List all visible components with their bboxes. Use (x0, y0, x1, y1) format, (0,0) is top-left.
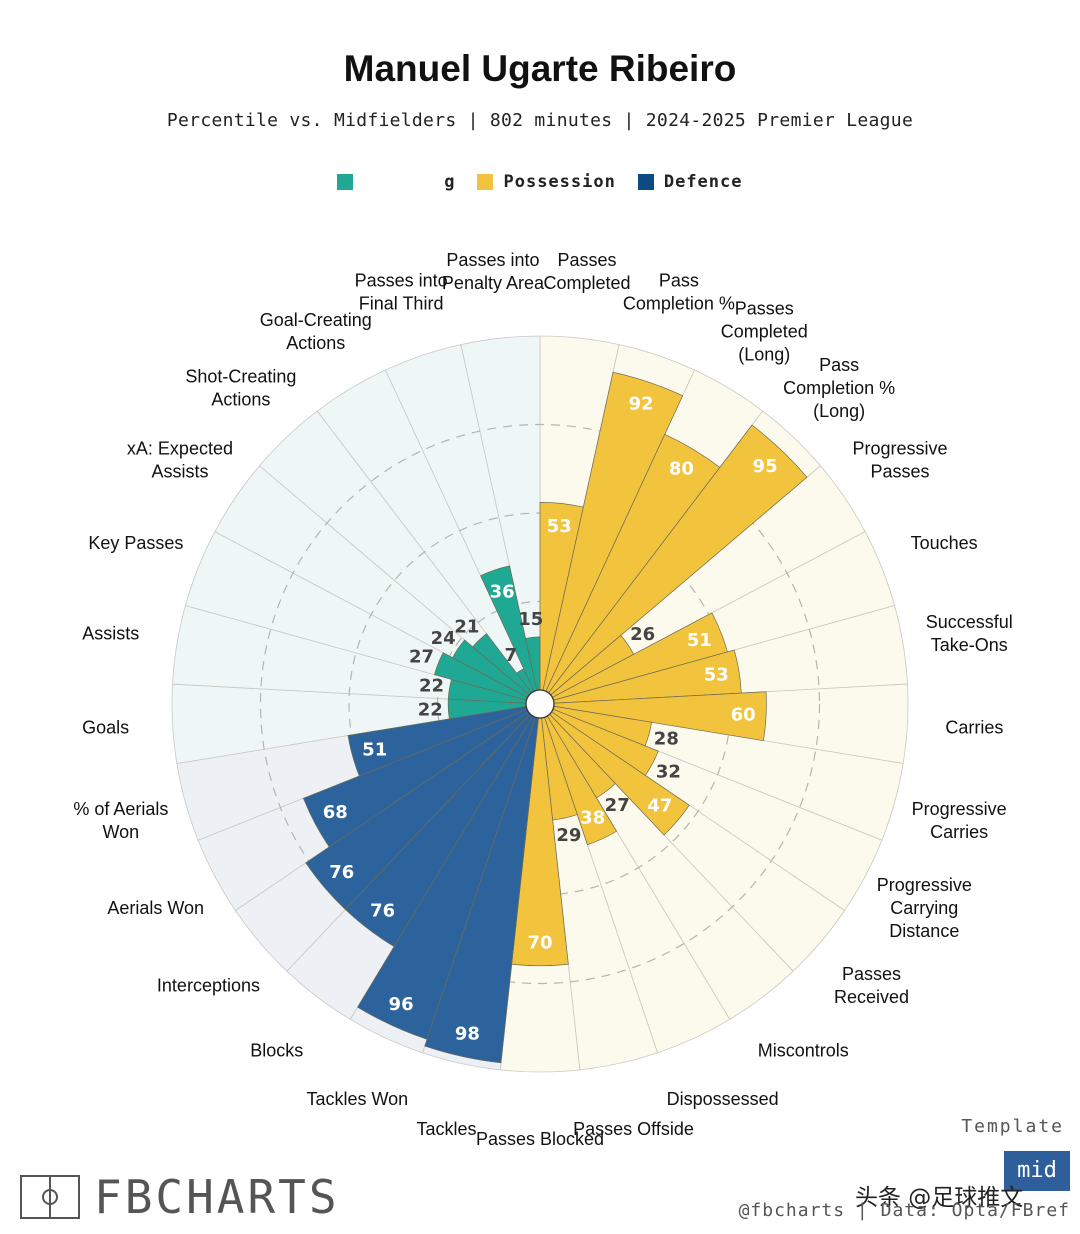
value-label: 68 (323, 802, 348, 823)
value-label: 53 (704, 665, 729, 686)
pitch-icon (20, 1175, 80, 1219)
metric-label: Passes Received (834, 964, 909, 1007)
legend-item-possession: Possession (477, 172, 615, 192)
value-label: 27 (409, 646, 434, 667)
value-label: 47 (647, 795, 672, 816)
value-label: 51 (362, 739, 387, 760)
metric-label: Carries (945, 718, 1003, 738)
value-label: 76 (370, 901, 395, 922)
legend-swatch-defence (637, 174, 654, 190)
metric-label: Passes into Final Third (355, 270, 448, 313)
legend-label-possession: Possession (503, 172, 616, 192)
metric-label: xA: Expected Assists (127, 438, 233, 481)
value-label: 98 (455, 1024, 480, 1045)
metric-label: Tackles (416, 1119, 476, 1139)
fbcharts-logo: FBCHARTS (20, 1170, 340, 1224)
value-label: 22 (418, 699, 443, 720)
value-label: 24 (431, 628, 456, 649)
value-label: 92 (629, 393, 654, 414)
metric-label: Pass Completion % (623, 270, 735, 313)
value-label: 70 (527, 932, 552, 953)
metric-label: Passes Blocked (476, 1129, 604, 1149)
metric-label: Key Passes (88, 533, 183, 553)
legend-item-defence: Defence (637, 172, 743, 192)
value-label: 38 (580, 807, 605, 828)
chart-subtitle: Percentile vs. Midfielders | 802 minutes… (166, 110, 914, 131)
value-label: 36 (490, 581, 515, 602)
metric-label: Goals (82, 718, 129, 738)
value-label: 21 (454, 616, 479, 637)
value-label: 76 (329, 862, 354, 883)
value-label: 80 (669, 459, 694, 480)
metric-label: Interceptions (157, 976, 260, 996)
value-label: 32 (656, 762, 681, 783)
metric-label: Passes Completed (544, 250, 631, 293)
metric-label: Assists (82, 624, 139, 644)
legend-swatch-possession (477, 174, 494, 190)
legend-swatch-attacking (337, 174, 354, 190)
logo-text: FBCHARTS (94, 1170, 340, 1224)
metric-label: Tackles Won (306, 1089, 408, 1109)
metric-label: Touches (911, 533, 978, 553)
legend: g Possession Defence (0, 172, 1080, 192)
metric-label: Passes Offside (573, 1119, 694, 1139)
value-label: 27 (605, 795, 630, 816)
metric-label: Dispossessed (667, 1089, 779, 1109)
value-label: 26 (630, 624, 655, 645)
metric-label: Aerials Won (107, 898, 204, 918)
metric-label: Passes Completed (Long) (721, 298, 808, 364)
template-badge: mid (1004, 1151, 1070, 1191)
metric-label: Miscontrols (758, 1040, 849, 1060)
legend-label-defence: Defence (663, 172, 743, 192)
metric-label: Blocks (250, 1040, 303, 1060)
legend-item-attacking: g (337, 172, 455, 192)
metric-label: Pass Completion % (Long) (783, 355, 895, 421)
value-label: 53 (547, 516, 572, 537)
metric-label: Progressive Passes (853, 438, 948, 481)
value-label: 96 (389, 994, 414, 1015)
data-credit: @fbcharts | Data: Opta/FBref (738, 1200, 1070, 1221)
value-label: 28 (654, 729, 679, 750)
value-label: 60 (731, 705, 756, 726)
metric-label: Shot-Creating Actions (185, 367, 296, 410)
template-label: Template (961, 1116, 1064, 1137)
metric-label: Progressive Carries (912, 799, 1007, 842)
reference-ring (259, 423, 821, 985)
value-label: 29 (556, 825, 581, 846)
value-label: 15 (518, 609, 543, 630)
metric-label: % of Aerials Won (73, 799, 168, 842)
metric-label: Successful Take-Ons (926, 612, 1013, 655)
metric-label: Progressive Carrying Distance (877, 875, 972, 941)
metric-label: Passes into Penalty Area (442, 250, 545, 293)
value-label: 51 (687, 630, 712, 651)
watermark: 头条 @足球推文 (855, 1185, 1024, 1211)
value-label: 95 (753, 456, 778, 477)
value-label: 7 (504, 645, 517, 666)
metric-label: Goal-Creating Actions (260, 310, 372, 353)
value-label: 22 (419, 676, 444, 697)
chart-title: Manuel Ugarte Ribeiro (343, 48, 737, 89)
center-hole (525, 689, 555, 719)
legend-label-attacking: g (444, 172, 456, 192)
